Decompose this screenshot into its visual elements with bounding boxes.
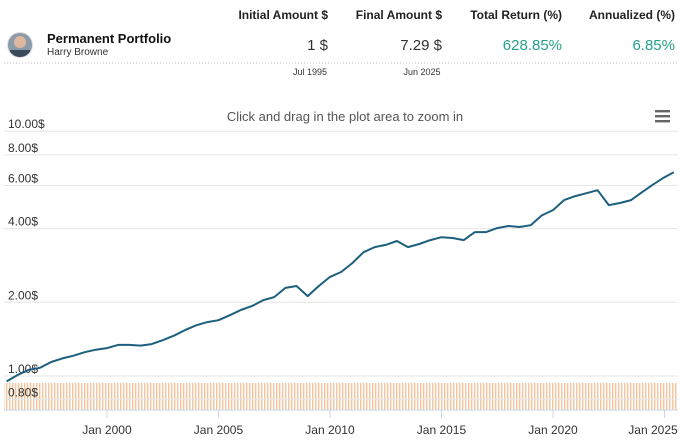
y-tick-label: 4.00$ xyxy=(8,215,38,229)
x-tick-label: Jan 2025 xyxy=(628,423,678,437)
y-tick-label: 10.00$ xyxy=(8,117,45,131)
column-header: Final Amount $ xyxy=(356,8,443,22)
x-tick-label: Jan 2015 xyxy=(417,423,467,437)
x-tick-label: Jan 2000 xyxy=(82,423,132,437)
column-header: Initial Amount $ xyxy=(238,8,328,22)
plot: 0.80$ 1.00$ 2.00$ 4.00$ 6.00$ 8.00$ 10.00$ Jan … xyxy=(4,117,678,437)
series-line xyxy=(6,171,675,383)
column-header: Total Return (%) xyxy=(470,8,562,22)
annualized-return: 6.85% xyxy=(632,37,675,54)
end-date: Jun 2025 xyxy=(403,67,440,77)
chart-subtitle: Click and drag in the plot area to zoom … xyxy=(227,109,463,124)
total-return: 628.85% xyxy=(503,37,562,54)
y-tick-label: 2.00$ xyxy=(8,288,38,302)
y-tick-label: 8.00$ xyxy=(8,141,38,155)
menu-button[interactable] xyxy=(652,108,672,126)
column-header: Annualized (%) xyxy=(589,8,675,22)
initial-amount: 1 $ xyxy=(307,37,329,54)
y-tick-label: 1.00$ xyxy=(8,362,38,376)
start-date: Jul 1995 xyxy=(293,67,327,77)
range-band xyxy=(4,383,678,410)
y-tick-label: 6.00$ xyxy=(8,171,38,185)
x-tick-label: Jan 2010 xyxy=(305,423,355,437)
author: Harry Browne xyxy=(47,47,109,58)
x-tick-label: Jan 2005 xyxy=(194,423,244,437)
y-tick-label: 0.80$ xyxy=(8,386,38,400)
portfolio-name: Permanent Portfolio xyxy=(47,31,171,46)
x-tick-label: Jan 2020 xyxy=(528,423,578,437)
avatar xyxy=(7,32,33,58)
final-amount: 7.29 $ xyxy=(400,37,442,54)
